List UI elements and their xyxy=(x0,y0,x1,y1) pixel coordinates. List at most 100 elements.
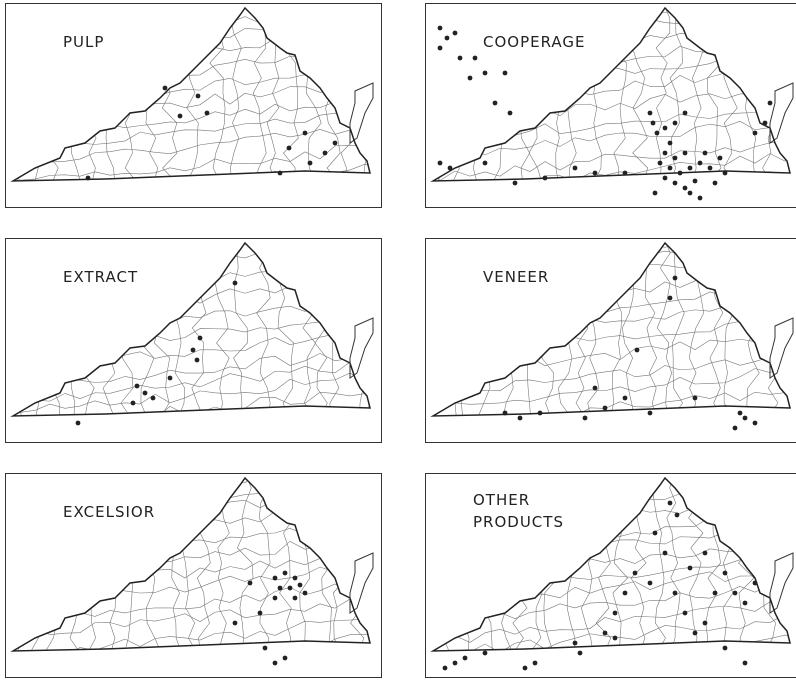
panel-title: PULP xyxy=(63,33,104,51)
county-line xyxy=(13,371,370,413)
county-line xyxy=(543,478,558,651)
county-line xyxy=(433,612,790,651)
plant-dot xyxy=(632,570,638,576)
plant-dot xyxy=(517,415,523,421)
map-panel: VENEER xyxy=(425,238,796,443)
county-line xyxy=(13,581,370,622)
panel-frame xyxy=(425,238,796,443)
county-line xyxy=(529,478,543,651)
plant-dot xyxy=(195,93,201,99)
panel-title: VENEER xyxy=(483,268,549,286)
county-lines xyxy=(433,8,790,181)
county-line xyxy=(723,243,739,416)
county-line xyxy=(102,8,117,181)
county-line xyxy=(350,478,366,651)
county-line xyxy=(13,243,370,266)
county-line xyxy=(13,8,370,30)
county-line xyxy=(433,8,444,181)
plant-dot xyxy=(722,570,728,576)
county-line xyxy=(172,243,189,416)
plant-dot xyxy=(762,120,768,126)
county-line xyxy=(209,8,226,181)
county-line xyxy=(258,478,271,651)
eastern-shore xyxy=(769,317,794,379)
county-line xyxy=(13,618,370,651)
map-panel: PULP xyxy=(5,3,382,208)
plant-dot xyxy=(737,410,743,416)
state-outline xyxy=(430,476,791,652)
plant-dot xyxy=(272,660,278,666)
county-line xyxy=(13,243,24,416)
county-line xyxy=(721,8,738,181)
plant-dot xyxy=(742,600,748,606)
plant-dot xyxy=(507,110,513,116)
eastern-shore xyxy=(769,552,794,614)
plant-dot xyxy=(447,165,453,171)
county-line xyxy=(689,8,706,181)
plant-dot xyxy=(682,185,688,191)
plant-dot xyxy=(442,665,448,671)
plant-dot xyxy=(204,110,210,116)
plant-dot xyxy=(282,570,288,576)
plant-dot xyxy=(602,405,608,411)
county-line xyxy=(297,478,311,651)
panel-title: EXCELSIOR xyxy=(63,503,155,521)
county-line xyxy=(266,8,280,181)
county-line xyxy=(433,524,790,570)
county-line xyxy=(719,478,734,651)
county-line xyxy=(256,243,271,416)
county-line xyxy=(13,275,370,320)
county-line xyxy=(705,478,721,651)
plant-dot xyxy=(522,665,528,671)
plant-dot xyxy=(297,582,303,588)
county-line xyxy=(433,153,790,181)
county-line xyxy=(13,92,370,135)
county-line xyxy=(13,633,370,651)
plant-dot xyxy=(437,45,443,51)
county-line xyxy=(433,41,790,77)
plant-dot xyxy=(572,640,578,646)
county-line xyxy=(744,8,759,181)
plant-dot xyxy=(662,550,668,556)
plant-dot xyxy=(697,195,703,201)
county-line xyxy=(433,299,790,345)
county-line xyxy=(13,8,370,48)
county-line xyxy=(433,478,442,651)
plant-dot xyxy=(85,175,91,181)
county-line xyxy=(13,245,370,279)
plant-dot xyxy=(332,140,338,146)
county-line xyxy=(355,8,370,181)
plant-dot xyxy=(612,635,618,641)
plant-dot xyxy=(662,175,668,181)
plant-dot xyxy=(652,530,658,536)
county-line xyxy=(13,550,370,588)
plant-dot xyxy=(282,655,288,661)
plant-dot xyxy=(134,383,140,389)
plant-dot xyxy=(482,160,488,166)
county-line xyxy=(13,359,370,402)
state-outline xyxy=(430,241,791,417)
plant-dot xyxy=(322,150,328,156)
plant-dot xyxy=(272,575,278,581)
plant-dot xyxy=(682,110,688,116)
plant-dot xyxy=(537,410,543,416)
plant-dot xyxy=(194,357,200,363)
panel-title: COOPERAGE xyxy=(483,33,586,51)
plant-dot xyxy=(702,550,708,556)
plant-dot xyxy=(662,125,668,131)
plant-dot xyxy=(752,420,758,426)
plant-dot xyxy=(592,385,598,391)
plant-dot xyxy=(672,180,678,186)
county-line xyxy=(688,478,704,651)
eastern-shore xyxy=(349,552,374,614)
plant-dot xyxy=(722,645,728,651)
county-line xyxy=(433,248,790,295)
county-line xyxy=(709,243,724,416)
county-line xyxy=(558,243,573,416)
county-line xyxy=(5,652,380,678)
county-line xyxy=(13,177,370,181)
plant-dot xyxy=(437,160,443,166)
plant-dot xyxy=(502,70,508,76)
eastern-shore xyxy=(349,82,374,144)
